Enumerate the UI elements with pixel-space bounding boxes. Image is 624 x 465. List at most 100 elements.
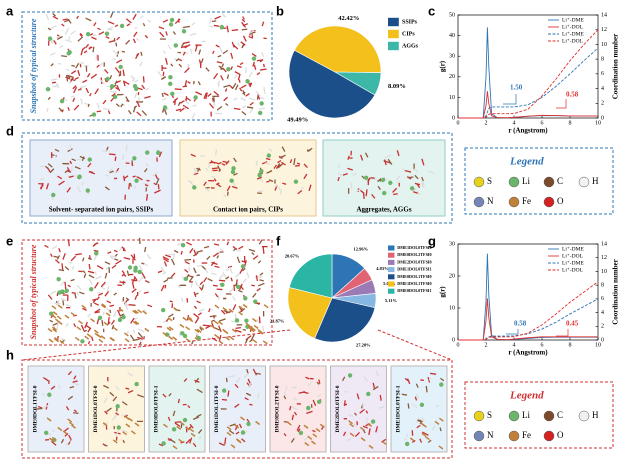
bond xyxy=(57,300,60,304)
bond xyxy=(67,439,72,445)
bond xyxy=(307,435,313,440)
y2-axis-label: Coordination number xyxy=(612,259,620,325)
bond xyxy=(238,423,243,429)
bond xyxy=(132,38,136,44)
bond xyxy=(289,405,292,411)
bond xyxy=(107,110,111,115)
bond xyxy=(94,271,97,275)
bond xyxy=(432,425,436,431)
legend-swatch xyxy=(388,281,395,287)
bond xyxy=(62,18,68,21)
bond xyxy=(237,289,243,293)
pie-value-label: 20.67% xyxy=(285,253,300,258)
bond xyxy=(220,309,226,315)
bond xyxy=(91,36,97,40)
bond xyxy=(265,161,270,166)
bond xyxy=(70,70,77,75)
bond xyxy=(115,42,118,47)
bond xyxy=(318,379,321,384)
bond xyxy=(105,312,111,317)
bond xyxy=(92,46,95,53)
bond xyxy=(240,416,245,421)
bond xyxy=(121,246,126,252)
bond xyxy=(233,284,236,292)
bond xyxy=(93,302,100,306)
x-tick-label: 4 xyxy=(513,342,516,348)
bond xyxy=(69,160,73,165)
bond xyxy=(90,318,96,323)
bond xyxy=(145,163,149,167)
bond xyxy=(189,33,197,36)
bond xyxy=(110,319,116,325)
bond xyxy=(375,426,379,433)
bond xyxy=(141,110,148,116)
bond xyxy=(414,182,421,186)
bond xyxy=(155,178,160,185)
bond xyxy=(120,103,124,108)
panel-label: a xyxy=(6,3,14,18)
bond xyxy=(50,63,54,67)
bond xyxy=(208,162,210,168)
bond xyxy=(172,316,175,321)
atom xyxy=(251,56,257,61)
atom xyxy=(298,430,304,436)
bond xyxy=(81,257,85,262)
atom xyxy=(134,381,139,387)
atom xyxy=(243,296,248,301)
bond xyxy=(114,67,120,74)
bond xyxy=(231,185,238,189)
atom xyxy=(347,373,353,378)
bond xyxy=(73,323,77,328)
bond xyxy=(383,160,391,164)
bond xyxy=(222,272,227,278)
bond xyxy=(167,277,173,279)
bond xyxy=(194,336,200,342)
bond xyxy=(112,326,118,332)
bond xyxy=(219,248,224,252)
bond xyxy=(178,63,183,68)
bond xyxy=(177,285,182,289)
bond xyxy=(225,160,230,166)
bond xyxy=(125,39,131,45)
x-tick-label: 10 xyxy=(595,120,601,126)
bond xyxy=(125,297,130,301)
annotation-arrow xyxy=(503,94,517,105)
bond xyxy=(84,102,89,106)
bond xyxy=(174,18,181,25)
bond xyxy=(160,284,165,292)
bond xyxy=(52,322,58,326)
bond xyxy=(89,92,92,97)
bond xyxy=(133,31,138,38)
bond xyxy=(218,65,224,70)
bond xyxy=(90,73,98,79)
legend-label: Li⁺-DME xyxy=(562,245,584,252)
bond xyxy=(359,408,365,414)
panel-label: h xyxy=(6,347,14,362)
element-symbol: Li xyxy=(522,410,530,420)
bond xyxy=(209,25,214,28)
bond xyxy=(64,314,70,319)
bond xyxy=(239,308,246,313)
bond xyxy=(352,423,357,428)
atom xyxy=(145,150,150,155)
bond xyxy=(352,172,357,176)
bond xyxy=(230,444,236,449)
bond xyxy=(303,173,308,180)
bond xyxy=(82,307,87,311)
bond xyxy=(277,160,282,164)
bond xyxy=(231,29,239,32)
bond xyxy=(222,307,228,312)
bond xyxy=(183,99,190,105)
atom xyxy=(258,110,263,116)
bond xyxy=(257,328,263,334)
y2-tick-label: 2 xyxy=(601,324,604,330)
bond xyxy=(258,239,263,245)
atom xyxy=(168,75,173,80)
bond xyxy=(168,326,174,331)
bond xyxy=(256,59,263,62)
bond xyxy=(421,180,425,186)
bond xyxy=(131,288,137,294)
x-tick-label: 6 xyxy=(541,342,544,348)
bond xyxy=(266,180,270,183)
series-line xyxy=(458,91,598,119)
